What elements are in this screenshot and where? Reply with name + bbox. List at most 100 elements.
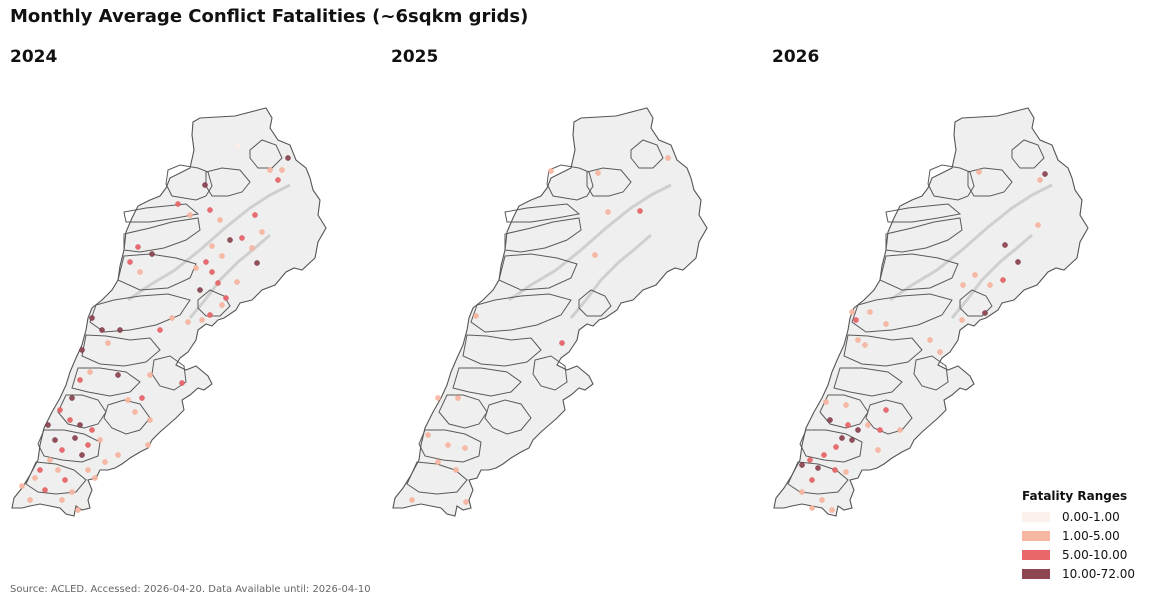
legend-item-1: 1.00-5.00 — [1022, 526, 1147, 545]
terrain-ridge-0 — [508, 183, 672, 302]
district-boundary-5 — [879, 253, 959, 291]
fatality-dot-24 — [865, 422, 871, 428]
fatality-dot-23 — [855, 427, 861, 433]
district-boundary-2 — [1011, 139, 1045, 169]
district-boundary-13 — [151, 355, 187, 391]
legend-swatch-1 — [1022, 530, 1050, 541]
fatality-dot-34 — [89, 315, 95, 321]
district-boundary-2 — [249, 139, 283, 169]
district-boundaries-2026 — [787, 139, 1045, 495]
district-boundary-4 — [885, 203, 962, 223]
district-boundary-7 — [81, 334, 161, 367]
fatality-dot-29 — [821, 452, 827, 458]
fatality-dot-33 — [137, 269, 143, 275]
fatality-dot-6 — [1000, 277, 1006, 283]
fatality-dot-67 — [92, 475, 98, 481]
legend-swatch-0 — [1022, 511, 1050, 522]
legend-swatch-3 — [1022, 568, 1050, 579]
fatality-dot-42 — [875, 447, 881, 453]
fatality-dot-31 — [149, 251, 155, 257]
district-boundary-8 — [71, 367, 141, 397]
fatality-dot-45 — [69, 395, 75, 401]
lebanon-shape-2024 — [11, 107, 327, 517]
fatality-dot-13 — [435, 459, 441, 465]
fatality-dot-9 — [982, 310, 988, 316]
fatality-dot-3 — [637, 208, 643, 214]
district-boundary-11 — [787, 461, 849, 495]
fatality-dot-7 — [987, 282, 993, 288]
district-boundary-9 — [819, 394, 869, 429]
fatality-dot-51 — [52, 437, 58, 443]
fatality-dot-44 — [77, 377, 83, 383]
fatality-dot-5 — [202, 182, 208, 188]
panel-year-2024: 2024 — [10, 47, 58, 67]
district-boundary-7 — [843, 334, 923, 367]
legend-item-0: 0.00-1.00 — [1022, 507, 1147, 526]
panel-year-2025: 2025 — [391, 47, 439, 67]
district-boundary-10 — [418, 429, 482, 463]
map-2025 — [392, 107, 708, 517]
legend-label-1: 1.00-5.00 — [1062, 528, 1120, 543]
district-boundaries-2024 — [25, 139, 283, 495]
fatality-dot-2 — [1037, 177, 1043, 183]
fatality-dot-31 — [799, 462, 805, 468]
fatality-dot-9 — [217, 217, 223, 223]
fatality-dot-72 — [132, 409, 138, 415]
source-note: Source: ACLED. Accessed: 2026-04-20. Dat… — [10, 584, 371, 595]
fatality-dot-17 — [927, 337, 933, 343]
fatality-dot-41 — [147, 372, 153, 378]
fatality-dot-68 — [75, 507, 81, 513]
fatality-dot-30 — [135, 244, 141, 250]
fatality-dots-2026 — [799, 169, 1048, 513]
fatality-dot-19 — [193, 265, 199, 271]
district-boundary-10 — [37, 429, 101, 463]
fatality-dot-17 — [254, 260, 260, 266]
district-boundary-4 — [123, 203, 200, 223]
fatality-dot-48 — [67, 417, 73, 423]
fatality-dot-35 — [99, 327, 105, 333]
fatality-dot-0 — [548, 168, 554, 174]
fatality-dot-10 — [425, 432, 431, 438]
fatality-dot-6 — [175, 201, 181, 207]
fatality-dot-39 — [157, 327, 163, 333]
fatality-dot-16 — [883, 321, 889, 327]
fatality-dot-12 — [853, 317, 859, 323]
legend: Fatality Ranges 0.00-1.00 1.00-5.00 5.00… — [1022, 489, 1147, 583]
fatality-dot-1 — [1042, 171, 1048, 177]
map-2024 — [11, 107, 327, 517]
fatality-dot-1 — [595, 170, 601, 176]
fatality-dot-3 — [1002, 242, 1008, 248]
fatality-dot-56 — [79, 452, 85, 458]
fatality-dot-42 — [179, 380, 185, 386]
fatality-dot-40 — [115, 372, 121, 378]
fatality-dot-50 — [89, 427, 95, 433]
fatality-dot-46 — [57, 407, 63, 413]
legend-label-0: 0.00-1.00 — [1062, 509, 1120, 524]
fatality-dot-4 — [275, 177, 281, 183]
district-boundary-4 — [504, 203, 581, 223]
fatality-dot-55 — [85, 442, 91, 448]
district-boundary-8 — [452, 367, 522, 397]
legend-item-2: 5.00-10.00 — [1022, 545, 1147, 564]
district-boundary-6 — [470, 293, 572, 333]
fatality-dot-40 — [897, 427, 903, 433]
fatality-dot-59 — [32, 475, 38, 481]
district-boundary-8 — [833, 367, 903, 397]
fatality-dot-36 — [799, 489, 805, 495]
fatality-dot-24 — [223, 295, 229, 301]
fatality-dot-25 — [877, 427, 883, 433]
fatality-dot-63 — [62, 477, 68, 483]
fatality-dot-13 — [867, 309, 873, 315]
fatality-dot-32 — [127, 259, 133, 265]
legend-item-3: 10.00-72.00 — [1022, 564, 1147, 583]
district-boundary-10 — [799, 429, 863, 463]
district-boundary-3 — [885, 217, 963, 253]
district-boundary-11 — [25, 461, 87, 495]
district-boundary-6 — [851, 293, 953, 333]
fatality-dot-13 — [227, 237, 233, 243]
fatality-dot-32 — [815, 465, 821, 471]
fatality-dot-76 — [19, 483, 25, 489]
fatality-dot-15 — [463, 499, 469, 505]
fatality-dot-74 — [115, 452, 121, 458]
fatality-dot-18 — [937, 349, 943, 355]
